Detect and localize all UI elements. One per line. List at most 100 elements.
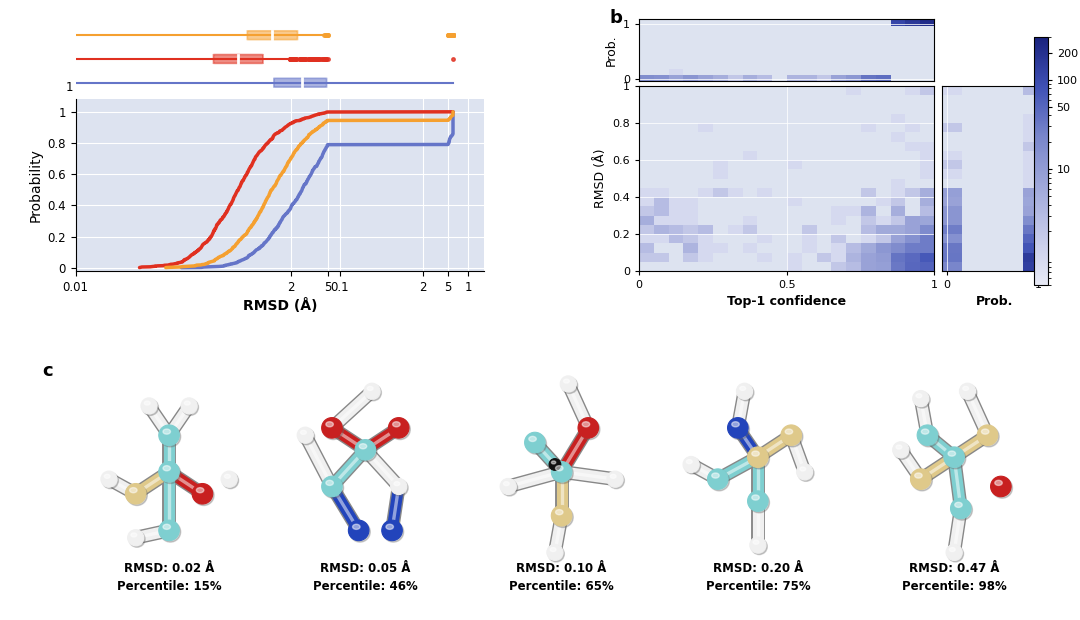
Ellipse shape: [323, 419, 343, 440]
Ellipse shape: [391, 479, 407, 495]
Ellipse shape: [125, 484, 146, 504]
Ellipse shape: [553, 507, 573, 528]
Ellipse shape: [159, 425, 179, 445]
Ellipse shape: [356, 441, 377, 461]
Ellipse shape: [503, 482, 510, 485]
Ellipse shape: [991, 477, 1012, 498]
Ellipse shape: [798, 465, 814, 481]
Ellipse shape: [948, 451, 956, 456]
Ellipse shape: [555, 510, 563, 515]
Ellipse shape: [551, 460, 562, 472]
Ellipse shape: [990, 476, 1011, 497]
Ellipse shape: [564, 379, 569, 383]
Ellipse shape: [365, 384, 381, 401]
Ellipse shape: [608, 472, 624, 489]
Ellipse shape: [729, 419, 750, 440]
Text: c: c: [42, 362, 53, 380]
Ellipse shape: [127, 529, 144, 546]
Ellipse shape: [737, 383, 753, 399]
Ellipse shape: [326, 422, 334, 427]
Ellipse shape: [944, 447, 964, 467]
FancyBboxPatch shape: [247, 31, 297, 40]
Ellipse shape: [781, 425, 801, 445]
Ellipse shape: [322, 418, 342, 438]
Ellipse shape: [893, 442, 908, 458]
Ellipse shape: [748, 492, 769, 513]
Ellipse shape: [915, 473, 922, 478]
Ellipse shape: [551, 505, 572, 526]
Ellipse shape: [500, 479, 516, 495]
Text: Percentile: 75%: Percentile: 75%: [705, 580, 810, 593]
Ellipse shape: [978, 427, 999, 447]
Ellipse shape: [389, 418, 409, 438]
Ellipse shape: [394, 482, 400, 485]
Ellipse shape: [197, 488, 204, 493]
Ellipse shape: [977, 425, 998, 445]
Ellipse shape: [562, 378, 578, 394]
Ellipse shape: [549, 546, 565, 562]
Ellipse shape: [193, 485, 214, 505]
Ellipse shape: [707, 469, 728, 489]
Ellipse shape: [951, 500, 972, 520]
Ellipse shape: [579, 419, 599, 440]
Ellipse shape: [163, 525, 171, 529]
Ellipse shape: [297, 427, 313, 443]
Ellipse shape: [552, 461, 556, 464]
X-axis label: RMSD (Å): RMSD (Å): [243, 298, 318, 312]
Ellipse shape: [740, 386, 745, 391]
Text: b: b: [610, 9, 622, 27]
Ellipse shape: [894, 443, 910, 459]
Ellipse shape: [955, 502, 962, 507]
Ellipse shape: [300, 430, 307, 435]
Ellipse shape: [555, 466, 563, 471]
Ellipse shape: [959, 383, 975, 399]
X-axis label: Prob.: Prob.: [976, 296, 1014, 309]
Ellipse shape: [782, 427, 802, 447]
Y-axis label: Prob.: Prob.: [605, 34, 618, 66]
Ellipse shape: [728, 418, 748, 438]
Ellipse shape: [159, 520, 179, 541]
Ellipse shape: [945, 448, 966, 469]
Ellipse shape: [914, 392, 930, 408]
Text: Percentile: 46%: Percentile: 46%: [313, 580, 418, 593]
Ellipse shape: [797, 464, 812, 480]
Ellipse shape: [982, 429, 989, 434]
Ellipse shape: [501, 480, 517, 496]
Ellipse shape: [367, 386, 373, 391]
Ellipse shape: [753, 540, 759, 544]
Ellipse shape: [352, 525, 360, 529]
Ellipse shape: [910, 469, 931, 489]
Ellipse shape: [607, 471, 623, 487]
Ellipse shape: [364, 383, 380, 399]
Ellipse shape: [946, 544, 962, 560]
Ellipse shape: [390, 419, 410, 440]
Ellipse shape: [748, 448, 769, 469]
Ellipse shape: [221, 471, 238, 487]
Ellipse shape: [181, 398, 198, 414]
Ellipse shape: [916, 394, 922, 398]
Text: Percentile: 65%: Percentile: 65%: [510, 580, 613, 593]
Ellipse shape: [350, 521, 370, 542]
Ellipse shape: [160, 427, 180, 447]
Ellipse shape: [126, 485, 147, 505]
Ellipse shape: [185, 401, 190, 405]
Ellipse shape: [747, 491, 768, 512]
Ellipse shape: [912, 471, 932, 491]
Ellipse shape: [961, 384, 977, 401]
Text: Percentile: 15%: Percentile: 15%: [117, 580, 221, 593]
Ellipse shape: [383, 521, 404, 542]
Ellipse shape: [160, 463, 180, 484]
Ellipse shape: [526, 434, 546, 454]
Ellipse shape: [747, 447, 768, 467]
Ellipse shape: [129, 531, 145, 547]
Ellipse shape: [549, 459, 561, 471]
Ellipse shape: [349, 520, 369, 541]
Ellipse shape: [103, 472, 119, 489]
Y-axis label: Probability: Probability: [29, 148, 43, 222]
Ellipse shape: [962, 386, 969, 391]
Ellipse shape: [393, 422, 400, 427]
Ellipse shape: [553, 463, 573, 484]
Text: 1: 1: [66, 81, 73, 94]
Ellipse shape: [550, 547, 556, 552]
Ellipse shape: [752, 495, 759, 500]
